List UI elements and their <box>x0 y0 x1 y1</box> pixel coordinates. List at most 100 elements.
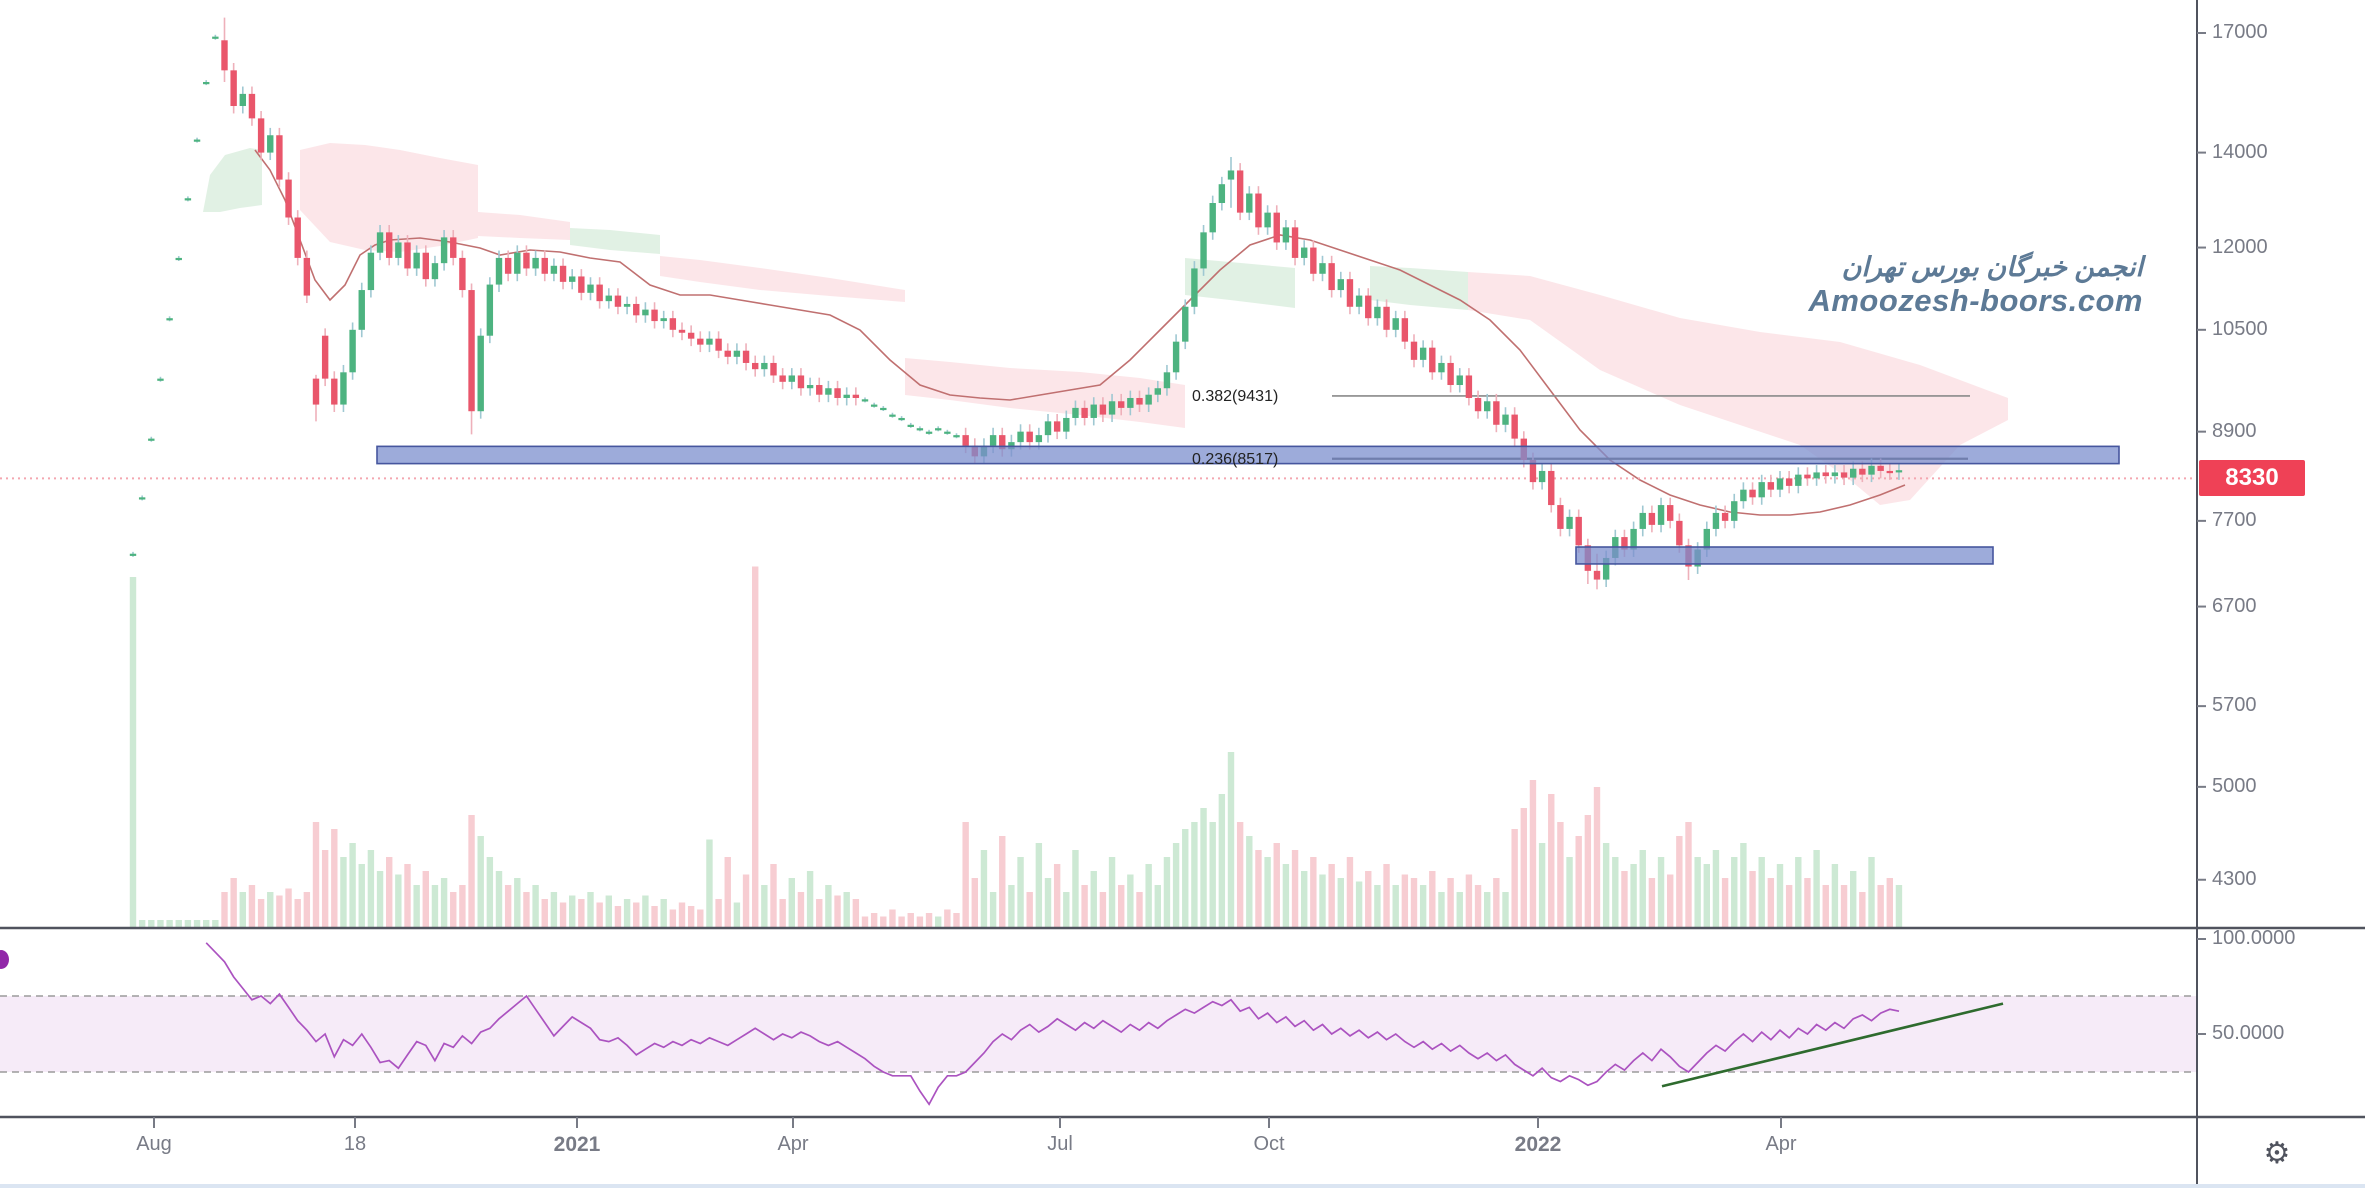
time-axis-label: Oct <box>1253 1133 1285 1155</box>
candle-body <box>193 139 201 142</box>
volume-bar <box>157 920 164 927</box>
candle-body <box>1886 470 1893 474</box>
candle-body <box>1255 193 1262 228</box>
support-zone[interactable] <box>1575 546 1994 565</box>
volume-bar <box>669 909 677 927</box>
candle-body <box>1145 394 1152 405</box>
candle-body <box>834 388 841 398</box>
candle-body <box>331 378 338 405</box>
time-axis-label: Aug <box>136 1133 172 1155</box>
resistance-zone[interactable] <box>376 445 2120 465</box>
settings-gear-button[interactable]: ⚙ <box>2252 1132 2302 1176</box>
candle-body <box>404 242 411 269</box>
candle-body <box>669 318 677 330</box>
volume-bar <box>1630 864 1637 927</box>
time-axis-scale[interactable] <box>0 1119 2197 1185</box>
volume-bar <box>138 920 146 927</box>
volume-bar <box>1895 885 1903 927</box>
volume-bar <box>1548 794 1555 927</box>
candle-body <box>459 257 466 291</box>
candle-body <box>376 232 384 253</box>
volume-bar <box>1118 885 1125 927</box>
candle-body <box>706 338 713 345</box>
volume-bar <box>312 822 320 927</box>
candle-body <box>1218 184 1226 204</box>
volume-bar <box>925 913 933 927</box>
volume-bar <box>1136 892 1143 927</box>
candle-body <box>678 329 686 333</box>
volume-bar <box>1035 843 1043 927</box>
candle-body <box>1538 470 1546 483</box>
price-axis-label: 7700 <box>2212 508 2257 531</box>
volume-bar <box>1612 857 1619 927</box>
volume-bar <box>825 885 832 927</box>
candle-body <box>1419 347 1427 360</box>
candle-body <box>184 198 192 201</box>
volume-bar <box>642 895 649 927</box>
volume-bar <box>1593 787 1601 927</box>
candle-body <box>1438 362 1445 373</box>
volume-bar <box>504 885 512 927</box>
candle-body <box>1776 478 1784 490</box>
candle-body <box>340 372 347 405</box>
candle-body <box>1850 468 1857 478</box>
candle-body <box>1676 520 1683 546</box>
fib-level-0236-label[interactable]: 0.236(8517) <box>1192 450 1279 468</box>
candle-body <box>440 237 448 264</box>
candle-body <box>1410 341 1418 360</box>
volume-bar <box>861 916 869 927</box>
volume-bar <box>1850 871 1857 927</box>
volume-bar <box>1227 752 1235 927</box>
candle-body <box>129 553 137 556</box>
candle-body <box>1484 401 1491 412</box>
volume-bar <box>898 916 905 927</box>
volume-bar <box>1255 850 1262 927</box>
candle-body <box>148 438 155 441</box>
volume-bar <box>248 885 256 927</box>
volume-bar <box>1072 850 1079 927</box>
volume-bar <box>651 906 658 927</box>
candle-body <box>1099 404 1107 415</box>
volume-bar <box>1776 864 1784 927</box>
volume-bar <box>285 888 292 927</box>
volume-bar <box>1767 878 1775 927</box>
candle-body <box>166 318 173 321</box>
candle-body <box>1108 401 1116 415</box>
candle-body <box>532 257 539 269</box>
rsi-band <box>0 996 2197 1072</box>
ichimoku-cloud <box>1185 258 1295 308</box>
candle-body <box>1657 505 1665 525</box>
candle-body <box>1511 414 1518 439</box>
candle-body <box>1090 404 1097 418</box>
candle-body <box>1227 170 1235 180</box>
rsi-trendline[interactable] <box>1661 1002 2004 1088</box>
volume-bar <box>1511 829 1518 927</box>
volume-bar <box>559 902 567 927</box>
volume-bar <box>1374 885 1381 927</box>
candle-body <box>541 257 548 274</box>
candle-body <box>578 276 585 293</box>
fib-level-0382-label[interactable]: 0.382(9431) <box>1192 387 1279 405</box>
volume-bar <box>1685 822 1692 927</box>
volume-bar <box>166 920 173 927</box>
volume-bar <box>459 885 466 927</box>
volume-bar <box>962 822 969 927</box>
volume-bar <box>1355 881 1363 927</box>
volume-bar <box>742 874 750 927</box>
candle-body <box>1493 401 1500 425</box>
candle-body <box>1154 388 1161 395</box>
volume-bar <box>440 878 448 927</box>
candle-body <box>752 362 759 370</box>
candle-body <box>687 332 695 339</box>
candle-body <box>1621 537 1628 550</box>
ichimoku-cloud <box>203 148 262 212</box>
volume-bar <box>1053 864 1061 927</box>
volume-bar <box>1676 836 1683 927</box>
candle-body <box>1044 421 1052 436</box>
candle-body <box>944 431 951 434</box>
candle-body <box>642 309 649 316</box>
rsi-axis-label: 100.0000 <box>2212 927 2296 949</box>
volume-bar <box>1447 878 1454 927</box>
volume-bar <box>1529 780 1537 927</box>
